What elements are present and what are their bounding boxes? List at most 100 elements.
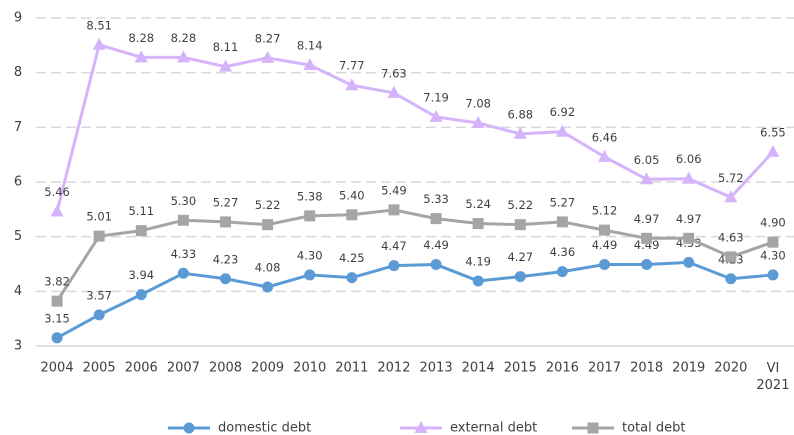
marker	[599, 259, 610, 271]
legend-label: domestic debt	[218, 421, 311, 435]
marker	[513, 126, 527, 139]
data-label: 4.47	[381, 239, 407, 253]
data-label: 4.08	[255, 260, 281, 274]
marker	[304, 210, 316, 222]
y-tick-label: 6	[14, 175, 22, 190]
marker	[725, 251, 737, 263]
marker	[767, 269, 779, 281]
data-label: 4.33	[171, 247, 197, 261]
data-label: 3.57	[86, 288, 112, 302]
x-tick-label: 2019	[672, 361, 705, 376]
marker	[388, 260, 400, 272]
marker	[599, 224, 610, 236]
data-label: 4.36	[550, 245, 576, 259]
marker	[514, 271, 526, 283]
data-label: 5.24	[465, 197, 491, 211]
data-label: 8.11	[213, 40, 239, 54]
data-label: 8.14	[297, 39, 323, 53]
marker	[346, 272, 358, 284]
data-label: 5.22	[507, 198, 533, 212]
marker	[430, 259, 442, 271]
data-label: 4.49	[592, 238, 618, 252]
data-label: 4.30	[760, 248, 786, 262]
y-tick-label: 7	[14, 120, 22, 135]
x-tick-label: 2015	[504, 361, 537, 376]
marker	[641, 259, 653, 271]
y-tick-label: 5	[14, 229, 22, 244]
series-line	[55, 42, 775, 212]
data-label: 4.27	[507, 250, 533, 264]
marker	[183, 422, 195, 434]
x-tick-label: 2017	[588, 361, 621, 376]
x-tick-label: 2014	[462, 361, 495, 376]
x-tick-label: 2010	[293, 361, 326, 376]
x-tick-label: 2005	[83, 361, 116, 376]
marker	[134, 50, 148, 63]
marker	[430, 213, 442, 225]
marker	[514, 219, 526, 231]
marker	[93, 309, 105, 321]
marker	[261, 50, 275, 63]
data-label: 5.12	[592, 204, 618, 218]
x-tick-label: 2020	[714, 361, 747, 376]
data-label: 5.27	[550, 195, 576, 209]
data-label: 6.46	[592, 130, 618, 144]
marker	[682, 171, 696, 184]
data-label: 8.28	[171, 31, 197, 45]
marker	[414, 421, 428, 433]
marker	[471, 115, 485, 128]
data-label: 5.49	[381, 183, 407, 197]
data-label: 4.49	[634, 238, 660, 252]
x-tick-label: VI 2021	[756, 361, 789, 393]
data-label: 3.82	[44, 275, 70, 289]
data-label: 5.01	[86, 210, 112, 224]
data-label: 4.25	[339, 251, 365, 265]
marker	[587, 422, 599, 434]
marker	[177, 214, 189, 226]
x-tick-label: 2008	[209, 361, 242, 376]
marker	[556, 216, 568, 228]
marker	[766, 144, 780, 157]
x-tick-label: 2012	[377, 361, 410, 376]
marker	[429, 109, 443, 122]
marker	[640, 172, 654, 185]
marker	[683, 232, 695, 244]
marker	[93, 230, 105, 242]
y-tick-label: 4	[14, 284, 22, 299]
x-tick-label: 2011	[335, 361, 368, 376]
data-label: 6.05	[634, 153, 660, 167]
x-tick-label: 2007	[167, 361, 200, 376]
legend-label: external debt	[450, 421, 537, 435]
marker	[219, 59, 232, 72]
x-tick-label: 2004	[41, 361, 74, 376]
data-label: 6.06	[676, 152, 702, 166]
data-label: 4.30	[297, 248, 323, 262]
marker	[641, 232, 653, 244]
data-label: 5.11	[128, 204, 154, 218]
series-line	[56, 260, 774, 340]
data-label: 5.40	[339, 188, 365, 202]
marker	[556, 266, 568, 278]
marker	[598, 149, 611, 162]
marker	[220, 273, 231, 285]
data-label: 3.15	[44, 311, 70, 325]
marker	[303, 58, 317, 71]
data-label: 6.55	[760, 125, 786, 139]
data-label: 5.38	[297, 189, 323, 203]
data-label: 4.90	[760, 216, 786, 230]
legend-label: total debt	[622, 421, 685, 435]
marker	[176, 50, 190, 63]
data-label: 6.92	[550, 105, 576, 119]
y-tick-label: 8	[14, 65, 22, 80]
y-tick-label: 9	[14, 11, 22, 26]
marker	[555, 124, 569, 137]
data-label: 4.19	[465, 254, 491, 268]
marker	[220, 216, 231, 228]
data-label: 4.49	[423, 238, 449, 252]
data-label: 7.77	[339, 59, 365, 73]
marker	[135, 225, 147, 237]
marker	[472, 275, 484, 287]
data-label: 7.63	[381, 66, 407, 80]
marker	[262, 219, 274, 231]
marker	[51, 295, 63, 307]
